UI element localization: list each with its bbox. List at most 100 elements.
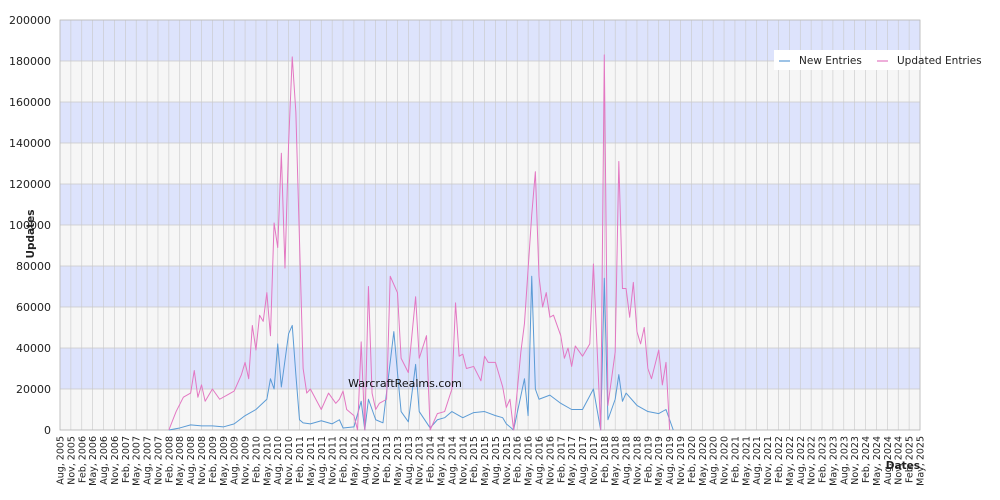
y-tick-label: 160000 [9,96,51,109]
x-tick-label: Aug, 2015 [491,436,502,485]
y-tick-label: 40000 [16,342,51,355]
x-tick-label: Feb, 2018 [600,436,611,483]
x-tick-label: Feb, 2019 [643,436,654,483]
x-tick-label: May, 2006 [88,436,99,486]
x-tick-label: Nov, 2011 [328,436,339,485]
x-tick-label: Feb, 2025 [905,436,916,483]
x-tick-label: May, 2020 [698,436,709,486]
x-tick-label: May, 2009 [219,436,230,486]
x-tick-label: Aug, 2011 [317,436,328,485]
x-tick-label: Aug, 2024 [883,436,894,485]
x-tick-label: May, 2024 [872,436,883,486]
y-tick-label: 180000 [9,55,51,68]
y-axis-ticks: 0 20000 40000 60000 80000 100000 120000 140000 1… [9,14,51,437]
x-tick-label: Nov, 2017 [589,436,600,485]
x-tick-label: Feb, 2020 [687,436,698,483]
x-tick-label: May, 2016 [524,436,535,486]
x-tick-label: May, 2010 [262,436,273,486]
x-tick-label: Nov, 2020 [720,436,731,485]
x-tick-label: Nov, 2013 [415,436,426,485]
x-tick-label: May, 2014 [437,436,448,486]
plot-band [60,307,920,348]
x-tick-label: Aug, 2022 [796,436,807,485]
x-tick-label: Nov, 2024 [894,436,905,485]
x-tick-label: Nov, 2018 [632,436,643,485]
x-tick-label: Aug, 2023 [839,436,850,485]
x-tick-label: May, 2015 [480,436,491,486]
x-tick-label: Feb, 2024 [861,436,872,483]
x-tick-label: Nov, 2014 [458,436,469,485]
legend-label-new-entries: New Entries [799,55,862,67]
x-tick-label: Aug, 2016 [534,436,545,485]
x-tick-label: Feb, 2017 [556,436,567,483]
legend-label-updated-entries: Updated Entries [897,55,982,67]
x-tick-label: Aug, 2020 [709,436,720,485]
y-tick-label: 80000 [16,260,51,273]
plot-band [60,102,920,143]
plot-background-bands [60,20,920,430]
y-tick-label: 60000 [16,301,51,314]
x-tick-label: Nov, 2016 [545,436,556,485]
x-tick-label: Feb, 2021 [730,436,741,483]
x-tick-label: Nov, 2015 [502,436,513,485]
x-tick-label: Aug, 2007 [143,436,154,485]
x-tick-label: May, 2023 [828,436,839,486]
series-line-updated-entries [168,54,671,431]
x-tick-label: Aug, 2005 [56,436,67,485]
x-tick-label: Feb, 2014 [426,436,437,483]
x-axis-ticks: Aug, 2005 Nov, 2005 Feb, 2006 May, 2006 Aug,… [56,436,927,486]
x-tick-label: Nov, 2019 [676,436,687,485]
x-tick-label: Feb, 2013 [382,436,393,483]
x-tick-label: Aug, 2008 [186,436,197,485]
x-tick-label: May, 2008 [175,436,186,486]
x-tick-label: Feb, 2011 [295,436,306,483]
x-tick-label: May, 2007 [132,436,143,486]
y-axis-title: Updates [25,209,37,258]
plot-band [60,266,920,307]
x-tick-label: Feb, 2012 [339,436,350,483]
gridlines [59,19,921,431]
x-tick-label: Nov, 2012 [371,436,382,485]
x-tick-label: Aug, 2009 [230,436,241,485]
x-tick-label: Nov, 2009 [241,436,252,485]
x-tick-label: Nov, 2022 [807,436,818,485]
x-tick-label: Aug, 2017 [578,436,589,485]
plot-band [60,225,920,266]
x-tick-label: Aug, 2021 [752,436,763,485]
y-tick-label: 200000 [9,14,51,27]
x-tick-label: May, 2013 [393,436,404,486]
x-tick-label: Feb, 2009 [208,436,219,483]
x-tick-label: Nov, 2008 [197,436,208,485]
x-tick-label: Nov, 2023 [850,436,861,485]
x-tick-label: Feb, 2016 [513,436,524,483]
x-tick-label: May, 2025 [916,436,927,486]
plot-band [60,184,920,225]
legend: New Entries Updated Entries [774,50,982,70]
x-tick-label: Nov, 2007 [153,436,164,485]
plot-band [60,143,920,184]
series-line-new-entries [168,275,674,431]
x-tick-label: Nov, 2006 [110,436,121,485]
x-tick-label: Feb, 2015 [469,436,480,483]
plot-border [59,19,921,431]
x-tick-label: Aug, 2012 [360,436,371,485]
x-tick-label: Nov, 2005 [66,436,77,485]
x-tick-label: Aug, 2014 [447,436,458,485]
plot-band [60,389,920,430]
watermark: WarcraftRealms.com [348,377,462,390]
series-lines [168,54,674,431]
x-tick-label: Feb, 2008 [164,436,175,483]
x-tick-label: Feb, 2022 [774,436,785,483]
y-tick-label: 0 [44,424,51,437]
x-tick-label: Nov, 2021 [763,436,774,485]
x-tick-label: May, 2019 [654,436,665,486]
y-tick-label: 20000 [16,383,51,396]
x-tick-label: Feb, 2023 [818,436,829,483]
x-tick-label: Aug, 2019 [665,436,676,485]
x-tick-label: Feb, 2010 [251,436,262,483]
y-tick-label: 140000 [9,137,51,150]
x-tick-label: Aug, 2018 [622,436,633,485]
x-tick-label: May, 2017 [567,436,578,486]
x-tick-label: Aug, 2006 [99,436,110,485]
